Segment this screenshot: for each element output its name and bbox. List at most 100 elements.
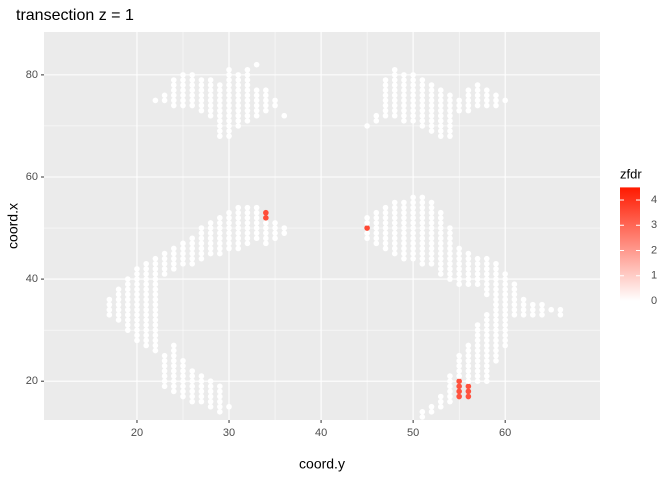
point — [198, 82, 205, 88]
point — [465, 373, 472, 379]
point — [253, 220, 260, 226]
point — [437, 123, 444, 129]
point — [235, 72, 242, 78]
point — [456, 271, 462, 277]
point — [483, 337, 490, 344]
point — [447, 378, 453, 385]
point — [226, 235, 232, 242]
point — [474, 368, 481, 374]
point — [493, 342, 499, 349]
point — [401, 92, 407, 99]
point — [502, 286, 508, 293]
point — [226, 133, 232, 139]
point — [124, 296, 131, 303]
point — [437, 398, 444, 405]
point — [437, 393, 444, 400]
point — [391, 77, 398, 83]
point — [235, 204, 242, 211]
point — [419, 199, 426, 206]
point — [161, 266, 168, 272]
point — [235, 230, 242, 236]
point — [419, 102, 426, 109]
point — [134, 312, 140, 318]
point — [474, 276, 481, 282]
point — [244, 66, 251, 73]
point — [198, 388, 205, 395]
point — [410, 215, 416, 221]
point — [189, 245, 196, 252]
point — [272, 225, 278, 231]
point — [474, 92, 481, 99]
point — [520, 296, 527, 303]
point — [226, 215, 232, 221]
point — [134, 281, 140, 288]
point — [124, 301, 131, 308]
point — [456, 250, 462, 257]
point — [539, 312, 545, 318]
point — [493, 357, 499, 364]
point — [161, 250, 168, 257]
point — [170, 383, 177, 390]
point — [410, 194, 416, 201]
point — [419, 250, 426, 257]
point — [180, 383, 186, 390]
point — [180, 357, 186, 364]
point — [281, 112, 288, 119]
point — [437, 92, 444, 99]
point — [428, 128, 435, 134]
point — [401, 250, 407, 257]
point — [428, 250, 435, 257]
point — [217, 240, 223, 247]
point — [226, 112, 232, 119]
point — [428, 230, 435, 236]
point — [465, 357, 472, 364]
point — [447, 373, 453, 379]
point — [428, 255, 435, 262]
point — [502, 291, 508, 298]
point — [170, 388, 177, 395]
point — [152, 301, 159, 308]
point — [483, 363, 490, 369]
point — [391, 107, 398, 114]
point — [483, 322, 490, 328]
point — [474, 378, 481, 385]
point — [401, 72, 407, 78]
point — [502, 327, 508, 333]
x-tick-label: 20 — [131, 427, 143, 439]
point — [152, 266, 159, 272]
point — [180, 255, 186, 262]
point — [152, 296, 159, 303]
point — [382, 240, 389, 247]
point — [161, 271, 168, 277]
point — [382, 230, 389, 236]
point — [437, 266, 444, 272]
point — [456, 97, 462, 104]
point — [253, 225, 260, 231]
point — [428, 107, 435, 114]
point — [382, 107, 389, 114]
point — [373, 209, 380, 216]
point — [373, 240, 380, 247]
point — [382, 220, 389, 226]
point — [124, 276, 131, 282]
point — [456, 255, 462, 262]
point — [364, 215, 370, 221]
point — [493, 266, 499, 272]
point — [134, 271, 140, 277]
point — [217, 92, 223, 99]
point — [382, 112, 389, 119]
point — [170, 102, 177, 109]
point — [474, 332, 481, 339]
point — [474, 337, 481, 344]
point — [244, 118, 251, 124]
point — [253, 92, 260, 99]
point — [502, 312, 508, 318]
point — [364, 230, 370, 236]
point — [217, 388, 223, 395]
point — [511, 296, 518, 303]
point — [493, 97, 499, 104]
point — [419, 260, 426, 267]
point — [447, 393, 453, 400]
point — [419, 87, 426, 93]
point — [263, 240, 269, 247]
